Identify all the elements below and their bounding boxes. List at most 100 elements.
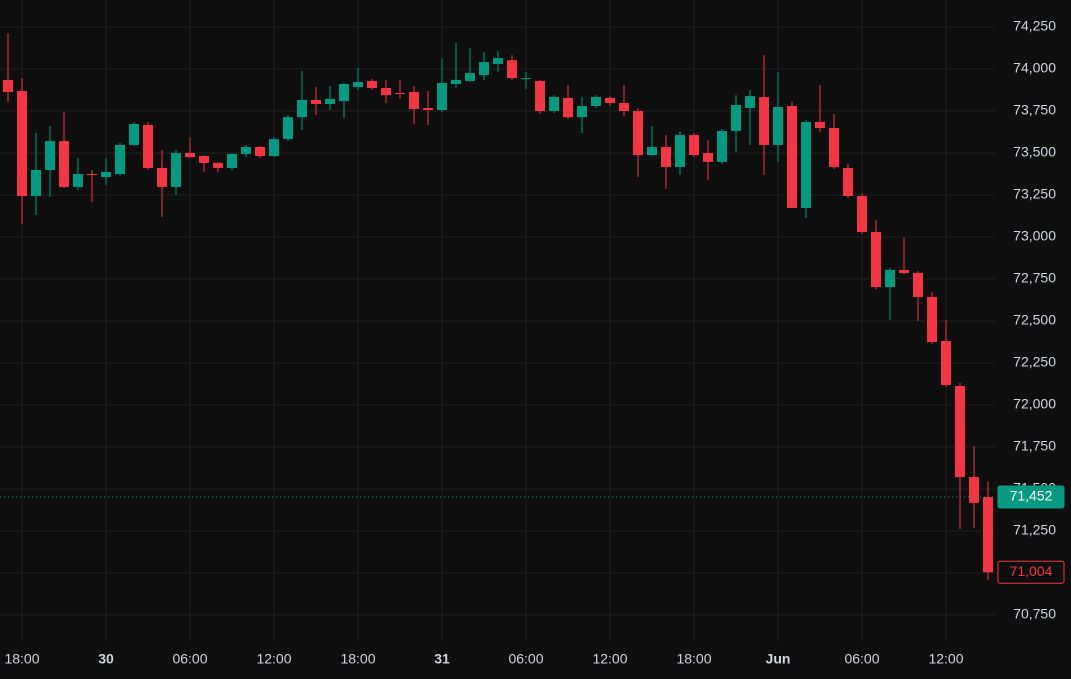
candle-body <box>983 497 993 573</box>
candle-body <box>45 141 55 170</box>
y-tick-label: 71,750 <box>1013 438 1056 454</box>
candle-body <box>367 80 377 89</box>
candle-body <box>913 272 923 297</box>
candle-body <box>395 93 405 95</box>
candle-body <box>619 102 629 112</box>
candle-body <box>213 162 223 168</box>
candle-body <box>801 121 811 208</box>
candle-body <box>647 146 657 156</box>
candle-body <box>815 121 825 128</box>
candle-body <box>871 231 881 288</box>
candle-body <box>353 81 363 88</box>
candle-body <box>87 174 97 176</box>
candle-body <box>381 88 391 96</box>
candle-body <box>773 106 783 145</box>
candle-body <box>465 73 475 81</box>
candle-body <box>703 153 713 162</box>
candle-body <box>311 99 321 104</box>
candle-body <box>199 156 209 163</box>
candle-body <box>759 97 769 145</box>
x-tick-label: 18:00 <box>4 651 39 667</box>
candle-body <box>129 123 139 145</box>
price-label: 71,452 <box>1010 488 1053 504</box>
x-tick-label: 18:00 <box>676 651 711 667</box>
y-tick-label: 72,000 <box>1013 396 1056 412</box>
candle-body <box>59 141 69 187</box>
candle-body <box>227 154 237 168</box>
y-tick-label: 72,750 <box>1013 270 1056 286</box>
candle-body <box>493 58 503 64</box>
candle-body <box>115 144 125 175</box>
candle-body <box>423 108 433 111</box>
x-tick-label: 06:00 <box>172 651 207 667</box>
candle-body <box>857 196 867 232</box>
candle-body <box>143 124 153 168</box>
candle-body <box>31 169 41 197</box>
candle-body <box>535 80 545 112</box>
candle-body <box>941 340 951 385</box>
candle-body <box>605 97 615 103</box>
candle-body <box>409 92 419 110</box>
x-tick-label: 06:00 <box>508 651 543 667</box>
candle-body <box>689 135 699 156</box>
candle-body <box>591 96 601 106</box>
candle-body <box>325 98 335 104</box>
candle-body <box>255 146 265 157</box>
candle-body <box>549 96 559 112</box>
candle-body <box>479 61 489 76</box>
candle-body <box>731 104 741 132</box>
candle-body <box>661 146 671 167</box>
candle-body <box>283 117 293 140</box>
y-tick-label: 73,250 <box>1013 186 1056 202</box>
candle-body <box>437 82 447 111</box>
price-label: 71,004 <box>1010 563 1053 579</box>
candle-body <box>185 153 195 158</box>
candle-body <box>507 60 517 79</box>
candle-body <box>101 172 111 178</box>
candle-body <box>3 79 13 93</box>
candle-body <box>885 269 895 288</box>
price-label-box <box>997 485 1065 509</box>
y-tick-label: 72,500 <box>1013 312 1056 328</box>
candle-body <box>843 167 853 197</box>
candle-body <box>899 269 909 273</box>
y-tick-label: 71,250 <box>1013 522 1056 538</box>
candle-body <box>633 111 643 156</box>
x-tick-label: 30 <box>98 651 114 667</box>
y-tick-label: 73,750 <box>1013 102 1056 118</box>
candle-body <box>521 78 531 80</box>
candle-body <box>241 146 251 155</box>
y-tick-label: 74,250 <box>1013 18 1056 34</box>
candle-body <box>17 91 27 197</box>
x-tick-label: 12:00 <box>928 651 963 667</box>
candle-body <box>577 105 587 118</box>
candle-body <box>717 131 727 162</box>
candle-body <box>339 83 349 101</box>
y-tick-label: 70,750 <box>1013 606 1056 622</box>
candle-body <box>269 139 279 157</box>
x-tick-label: 12:00 <box>592 651 627 667</box>
candle-body <box>745 96 755 109</box>
y-tick-label: 72,250 <box>1013 354 1056 370</box>
x-tick-label: 06:00 <box>844 651 879 667</box>
candle-body <box>157 167 167 187</box>
candle-body <box>171 153 181 187</box>
x-tick-label: 18:00 <box>340 651 375 667</box>
x-tick-label: 31 <box>434 651 450 667</box>
y-tick-label: 74,000 <box>1013 60 1056 76</box>
candle-body <box>829 127 839 167</box>
candle-body <box>955 386 965 478</box>
y-tick-label: 73,500 <box>1013 144 1056 160</box>
candle-body <box>73 174 83 187</box>
price-label-box <box>997 560 1065 584</box>
candle-body <box>787 105 797 208</box>
candle-body <box>969 477 979 503</box>
candle-body <box>451 79 461 84</box>
candle-body <box>563 97 573 118</box>
candle-body <box>297 99 307 118</box>
y-tick-label: 73,000 <box>1013 228 1056 244</box>
x-tick-label: Jun <box>766 651 791 667</box>
candle-body <box>927 296 937 342</box>
candle-body <box>675 135 685 167</box>
